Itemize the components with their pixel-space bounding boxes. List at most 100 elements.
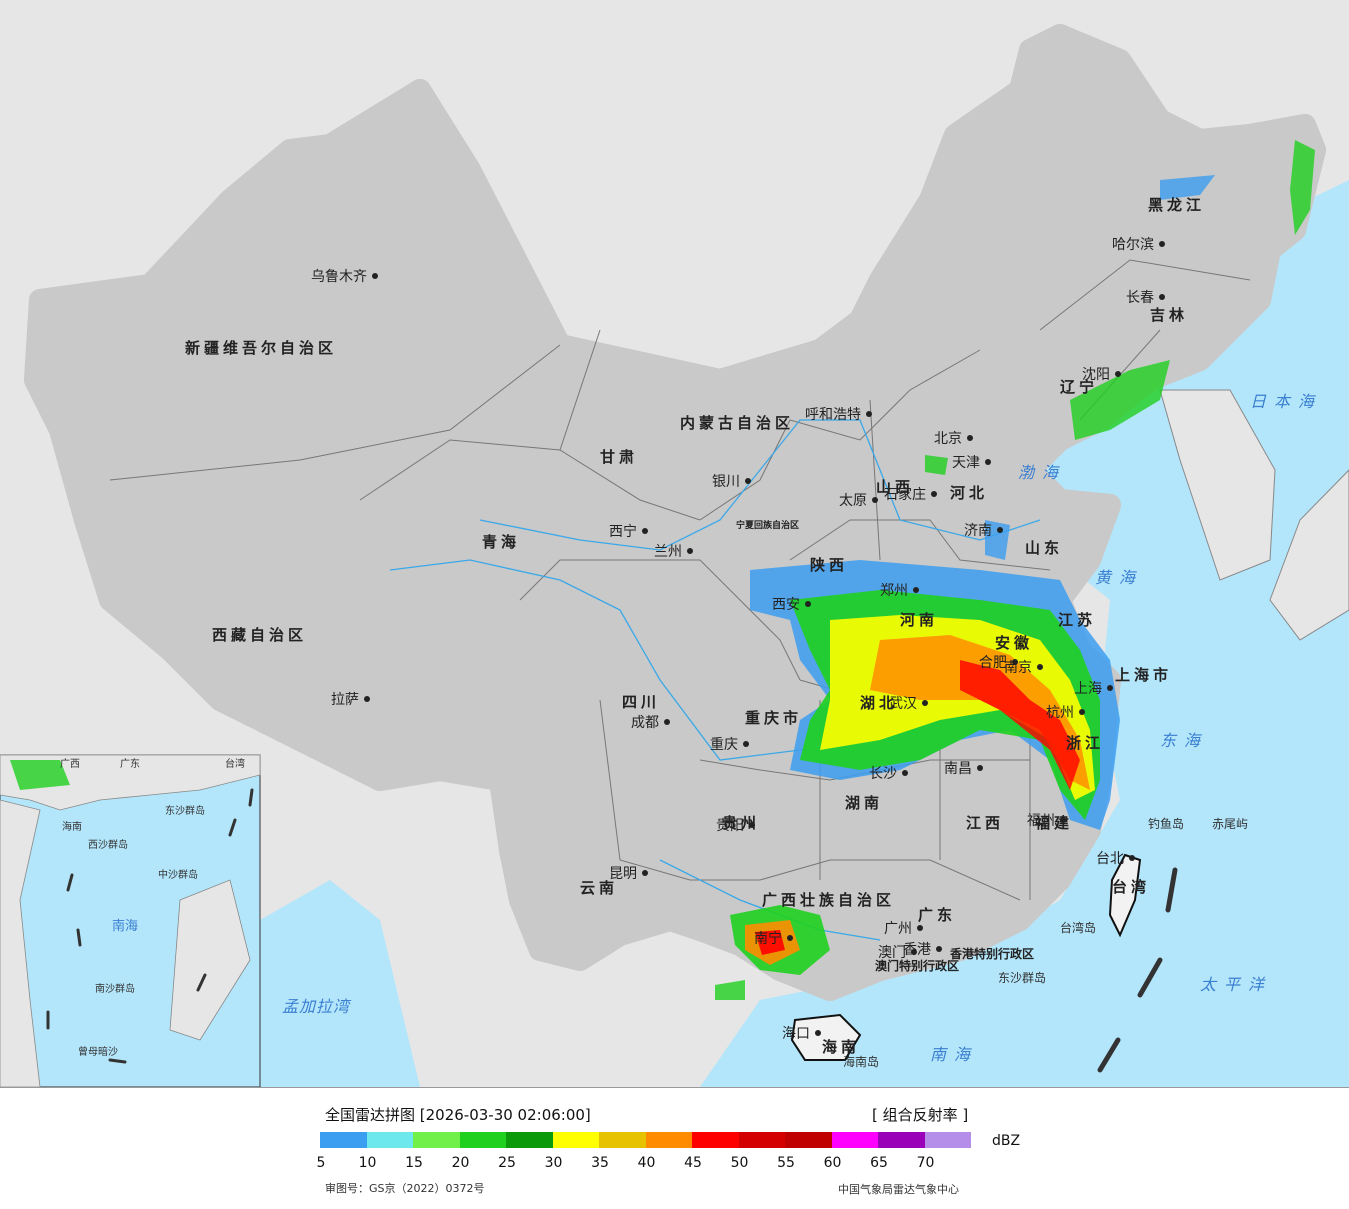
province-label: 上海市 [1115, 666, 1172, 684]
province-label: 广西壮族自治区 [762, 891, 895, 909]
legend-swatch [320, 1132, 367, 1148]
inset-label: 南沙群岛 [95, 982, 135, 995]
city-dot [372, 273, 378, 279]
legend-tick: 70 [916, 1155, 935, 1171]
inset-label: 广东 [120, 757, 140, 770]
province-label: 新疆维吾尔自治区 [185, 339, 337, 357]
city-label: 武汉 [889, 696, 917, 712]
island-label: 钓鱼岛 [1148, 816, 1184, 831]
province-label: 甘肃 [600, 448, 638, 466]
legend-tick: 50 [730, 1155, 749, 1171]
city-label: 济南 [964, 523, 992, 539]
city-dot [866, 411, 872, 417]
legend-swatch [459, 1132, 506, 1148]
legend-swatch [831, 1132, 878, 1148]
legend-unit: dBZ [992, 1133, 1021, 1149]
province-label: 福建 [1034, 814, 1073, 832]
city-label: 重庆 [710, 737, 738, 753]
legend-swatch [506, 1132, 553, 1148]
inset-label: 台湾 [225, 757, 245, 770]
legend-tick: 45 [684, 1155, 702, 1171]
sea-labels: 日本海 渤海 黄海 东海 太平洋 南海 孟加拉湾 [282, 392, 1314, 1064]
city-label: 西宁 [609, 523, 637, 540]
city-dot [917, 925, 923, 931]
province-label: 河南 [900, 611, 938, 629]
city-dot [985, 459, 991, 465]
map-title: 全国雷达拼图 [2026-03-30 02:06:00] [325, 1106, 591, 1124]
city-label: 南宁 [754, 930, 782, 947]
province-label: 内蒙古自治区 [680, 414, 794, 432]
province-label: 山西 [876, 478, 914, 496]
province-label: 澳门特别行政区 [875, 958, 959, 973]
legend-tick: 35 [591, 1155, 609, 1171]
city-dot [749, 822, 755, 828]
island-label: 东沙群岛 [998, 970, 1046, 985]
city-dot [642, 870, 648, 876]
inset-label: 海南 [62, 820, 82, 833]
city-dot [936, 946, 942, 952]
city-label: 天津 [952, 455, 980, 471]
city-dot [902, 770, 908, 776]
city-dot [977, 765, 983, 771]
inset-label: 曾母暗沙 [78, 1045, 118, 1058]
city-dot [967, 435, 973, 441]
city-label: 乌鲁木齐 [311, 269, 367, 285]
boundary-dashes [1097, 867, 1178, 1073]
city-label: 沈阳 [1082, 367, 1110, 383]
legend-tick: 15 [405, 1155, 423, 1171]
color-legend [320, 1132, 971, 1148]
sea-label: 孟加拉湾 [282, 997, 352, 1016]
city-dot [1012, 659, 1018, 665]
city-label: 长春 [1126, 290, 1154, 306]
city-label: 广州 [884, 921, 912, 937]
city-label: 长沙 [869, 766, 897, 782]
city-dot [931, 491, 937, 497]
review-number: 审图号：GS京（2022）0372号 [325, 1182, 485, 1195]
city-dot [911, 949, 917, 955]
organization: 中国气象局雷达气象中心 [838, 1183, 959, 1196]
city-label: 香港 [903, 942, 931, 958]
province-label: 云南 [580, 879, 618, 897]
province-label: 海南 [822, 1038, 860, 1056]
island-label: 赤尾屿 [1212, 817, 1248, 831]
city-label: 拉萨 [331, 692, 359, 708]
province-label: 黑龙江 [1148, 196, 1205, 214]
sea-label: 黄海 [1095, 568, 1143, 587]
sea-label: 渤海 [1018, 463, 1066, 482]
province-label: 河北 [950, 484, 988, 502]
city-label: 呼和浩特 [805, 407, 861, 423]
city-dot [997, 527, 1003, 533]
city-dot [1159, 241, 1165, 247]
city-dot [664, 719, 670, 725]
city-label: 银川 [712, 474, 740, 490]
inset-label: 西沙群岛 [88, 838, 128, 851]
city-label: 上海 [1074, 681, 1102, 697]
taiwan-island [1108, 853, 1142, 938]
sea-label: 南海 [930, 1045, 978, 1064]
korea-peninsula [1159, 389, 1276, 581]
inset-label: 广西 [60, 758, 80, 770]
city-dot [687, 548, 693, 554]
city-label: 海口 [782, 1026, 810, 1042]
radar-echoes [715, 140, 1315, 1000]
legend-tick: 10 [358, 1155, 377, 1171]
province-label: 安徽 [995, 634, 1033, 652]
province-label: 浙江 [1066, 734, 1104, 752]
legend-swatch [924, 1132, 971, 1148]
legend-swatch [599, 1132, 646, 1148]
bay-of-bengal [260, 880, 420, 1087]
sea-label: 太平洋 [1200, 975, 1272, 994]
city-dot [1129, 855, 1135, 861]
province-label: 宁夏回族自治区 [736, 519, 799, 531]
city-dot [1159, 294, 1165, 300]
city-label: 兰州 [654, 544, 682, 560]
province-label: 江苏 [1058, 611, 1096, 629]
legend-swatch [366, 1132, 413, 1148]
city-dot [642, 528, 648, 534]
legend-tick: 40 [637, 1155, 656, 1171]
city-dot [787, 935, 793, 941]
city-dot [745, 478, 751, 484]
island-label: 海南岛 [843, 1054, 879, 1069]
city-dot [1079, 709, 1085, 715]
